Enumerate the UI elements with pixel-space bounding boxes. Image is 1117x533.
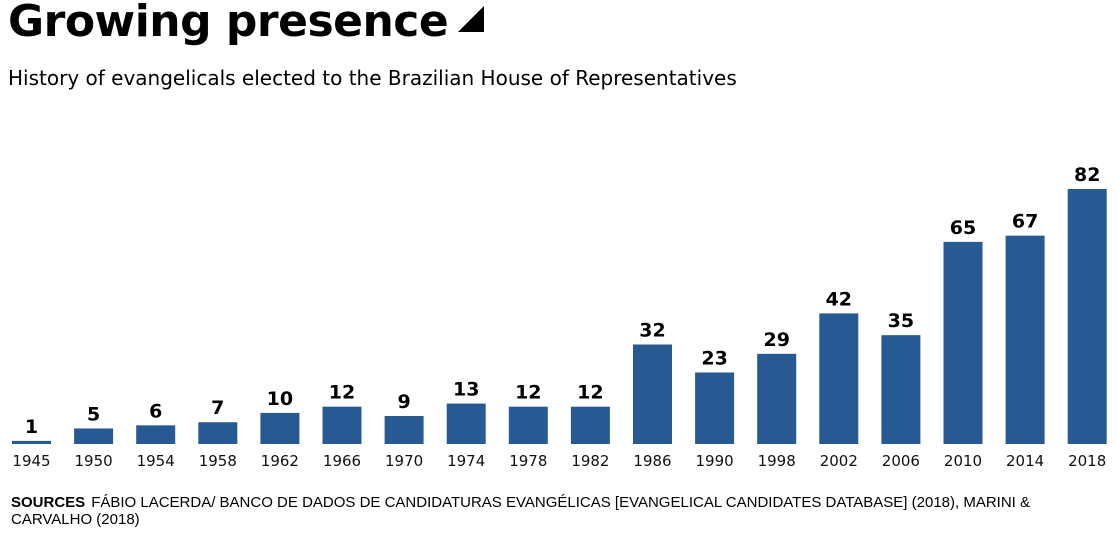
bar-1978: [508, 406, 548, 444]
chart-title-text: Growing presence: [8, 0, 449, 47]
sources-label: SOURCES: [11, 494, 86, 511]
x-tick-label-1950: 1950: [75, 452, 113, 470]
value-label-2018: 82: [1074, 164, 1100, 186]
chart-subtitle: History of evangelicals elected to the B…: [8, 66, 737, 90]
x-tick-label-1958: 1958: [199, 452, 237, 470]
bar-1962: [260, 412, 300, 444]
value-label-2006: 35: [888, 310, 914, 332]
x-tick-label-1986: 1986: [633, 452, 671, 470]
x-tick-label-1970: 1970: [385, 452, 423, 470]
bar-1974: [446, 403, 486, 444]
bar-2010: [943, 241, 983, 444]
value-label-1978: 12: [515, 382, 541, 404]
value-label-1945: 1: [25, 416, 38, 438]
bar-1990: [695, 372, 735, 444]
bar-2014: [1005, 235, 1045, 444]
value-label-1982: 12: [577, 382, 603, 404]
x-tick-label-1962: 1962: [261, 452, 299, 470]
x-tick-label-1990: 1990: [696, 452, 734, 470]
x-tick-label-2002: 2002: [820, 452, 858, 470]
triangle-marker-icon: [458, 6, 485, 32]
value-label-1974: 13: [453, 379, 479, 401]
x-tick-label-1978: 1978: [509, 452, 547, 470]
bar-2006: [881, 335, 921, 444]
bars-group: [12, 189, 1107, 444]
bar-1998: [757, 353, 797, 444]
value-label-1986: 32: [639, 319, 665, 341]
value-label-1998: 29: [763, 329, 789, 351]
x-tick-label-1998: 1998: [758, 452, 796, 470]
x-tick-label-1982: 1982: [571, 452, 609, 470]
value-label-1962: 10: [267, 388, 293, 410]
x-tick-label-2006: 2006: [882, 452, 920, 470]
bar-2002: [819, 313, 859, 444]
value-label-1950: 5: [87, 403, 100, 425]
value-label-1970: 9: [397, 391, 410, 413]
value-label-2002: 42: [826, 288, 852, 310]
x-tick-labels-group: 1945 1950 1954 1958 1962 1966 1970 1974 1978 1982…: [12, 452, 1106, 470]
value-label-1990: 23: [701, 347, 727, 369]
sources-text: FÁBIO LACERDA/ BANCO DE DADOS DE CANDIDA…: [11, 494, 1031, 528]
sources-note: SOURCES FÁBIO LACERDA/ BANCO DE DADOS DE …: [11, 494, 1111, 528]
value-label-2014: 67: [1012, 211, 1038, 233]
bar-1954: [136, 425, 176, 444]
bar-1986: [633, 344, 672, 444]
value-label-1954: 6: [149, 400, 162, 422]
x-tick-label-1966: 1966: [323, 452, 361, 470]
bar-1950: [74, 428, 114, 444]
x-tick-label-1974: 1974: [447, 452, 485, 470]
bar-1966: [322, 406, 362, 444]
bar-1982: [570, 406, 610, 444]
bar-1958: [198, 422, 238, 444]
x-tick-label-1945: 1945: [12, 452, 50, 470]
value-label-2010: 65: [950, 217, 976, 239]
value-label-1966: 12: [329, 382, 355, 404]
x-tick-label-2014: 2014: [1006, 452, 1044, 470]
x-tick-label-2018: 2018: [1068, 452, 1106, 470]
x-tick-label-1954: 1954: [137, 452, 175, 470]
x-tick-label-2010: 2010: [944, 452, 982, 470]
bar-1945: [12, 440, 51, 444]
bar-2018: [1067, 189, 1107, 444]
chart-title: Growing presence: [8, 0, 485, 47]
bar-1970: [384, 416, 424, 444]
value-label-1958: 7: [211, 397, 224, 419]
